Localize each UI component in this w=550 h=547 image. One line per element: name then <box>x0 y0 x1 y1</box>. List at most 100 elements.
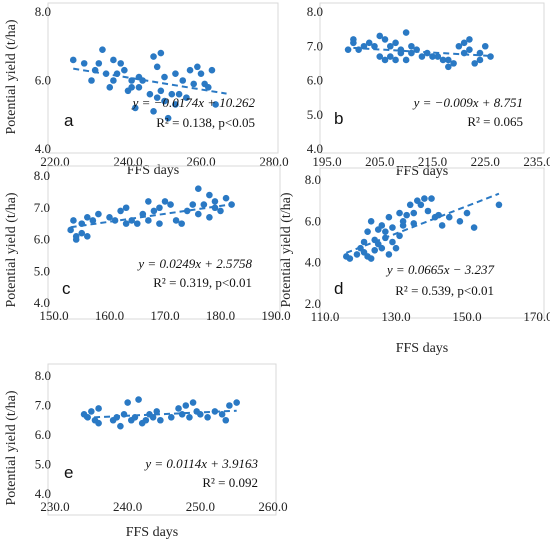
x-tick-label: 215.0 <box>418 154 447 169</box>
data-point <box>382 228 389 235</box>
panel-frame <box>47 165 281 320</box>
data-point <box>161 97 168 105</box>
data-point <box>84 233 91 240</box>
data-point <box>376 32 384 40</box>
y-axis-label: Potential yield (t/ha) <box>4 390 19 505</box>
data-point <box>460 39 468 47</box>
data-point <box>145 217 152 224</box>
data-point <box>117 422 124 430</box>
data-point <box>178 220 185 227</box>
data-point <box>80 60 88 67</box>
x-tick-label: 150.0 <box>452 309 481 324</box>
data-point <box>346 255 354 262</box>
data-point <box>88 77 95 84</box>
data-point <box>385 213 393 221</box>
data-point <box>476 56 484 64</box>
data-point <box>142 416 150 424</box>
data-point <box>168 90 176 98</box>
data-point <box>211 204 219 212</box>
x-tick-label: 240.0 <box>113 154 142 169</box>
panel-letter: d <box>334 279 343 298</box>
data-point <box>153 408 161 415</box>
data-point <box>157 416 164 424</box>
data-point <box>106 213 113 221</box>
data-point <box>421 195 428 202</box>
data-point <box>186 66 194 74</box>
data-point <box>190 80 197 88</box>
x-tick-label: 110.0 <box>311 309 340 324</box>
data-point <box>434 53 442 60</box>
data-point <box>95 405 102 412</box>
data-point <box>189 399 197 406</box>
data-point <box>110 77 117 84</box>
x-tick-label: 160.0 <box>95 308 124 323</box>
regression-equation: y = −0.009x + 8.751 <box>412 95 523 110</box>
data-point <box>70 217 77 224</box>
data-point <box>113 70 121 77</box>
y-tick-label: 4.0 <box>305 255 321 270</box>
data-point <box>84 414 91 421</box>
data-point <box>139 210 147 218</box>
data-point <box>360 238 368 246</box>
data-point <box>172 217 180 224</box>
y-tick-label: 6.0 <box>35 427 51 442</box>
data-point <box>211 198 219 205</box>
data-point <box>408 42 415 50</box>
x-tick-label: 130.0 <box>381 309 410 324</box>
data-point <box>410 220 418 227</box>
data-point <box>403 211 410 219</box>
data-point <box>195 210 202 218</box>
y-tick-label: 5.0 <box>307 107 323 122</box>
x-tick-label: 280.0 <box>259 154 288 169</box>
panel-frame <box>319 167 545 319</box>
data-point <box>131 414 139 421</box>
data-point <box>378 222 386 229</box>
panel-frame <box>47 2 279 154</box>
y-tick-label: 4.0 <box>34 295 50 310</box>
regression-stats: R² = 0.138, p<0.05 <box>156 115 255 130</box>
data-point <box>150 108 157 115</box>
data-point <box>212 101 219 108</box>
data-point <box>365 39 373 47</box>
data-point <box>88 408 95 415</box>
data-point <box>89 217 97 224</box>
data-point <box>189 201 197 208</box>
data-point <box>399 222 407 229</box>
data-point <box>135 396 142 403</box>
data-point <box>175 405 182 412</box>
data-point <box>150 207 158 215</box>
data-point <box>132 104 139 112</box>
data-point <box>226 402 233 409</box>
data-point <box>179 77 187 84</box>
data-point <box>222 416 230 424</box>
trend-line <box>70 203 232 229</box>
y-tick-label: 6.0 <box>307 73 323 88</box>
data-point <box>135 84 143 91</box>
data-point <box>378 244 386 252</box>
x-tick-label: 220.0 <box>40 154 69 169</box>
data-point <box>156 204 163 212</box>
data-point <box>164 114 172 122</box>
data-point <box>455 42 463 50</box>
panel-letter: a <box>64 111 74 130</box>
data-point <box>99 46 106 53</box>
y-tick-label: 8.0 <box>307 4 323 19</box>
data-point <box>445 56 452 64</box>
data-point <box>233 399 240 406</box>
trend-line <box>345 192 500 254</box>
panel-frame <box>47 363 277 516</box>
regression-stats: R² = 0.092 <box>202 475 258 490</box>
data-point <box>439 56 447 64</box>
regression-stats: R² = 0.065 <box>467 114 523 129</box>
data-point <box>183 94 190 101</box>
data-point <box>382 234 389 242</box>
data-point <box>121 66 128 74</box>
panel-letter: e <box>64 463 73 482</box>
data-point <box>150 53 157 60</box>
data-point <box>344 46 352 53</box>
data-point <box>450 60 457 67</box>
data-point <box>205 84 212 91</box>
data-point <box>122 220 130 227</box>
data-point <box>72 236 80 243</box>
